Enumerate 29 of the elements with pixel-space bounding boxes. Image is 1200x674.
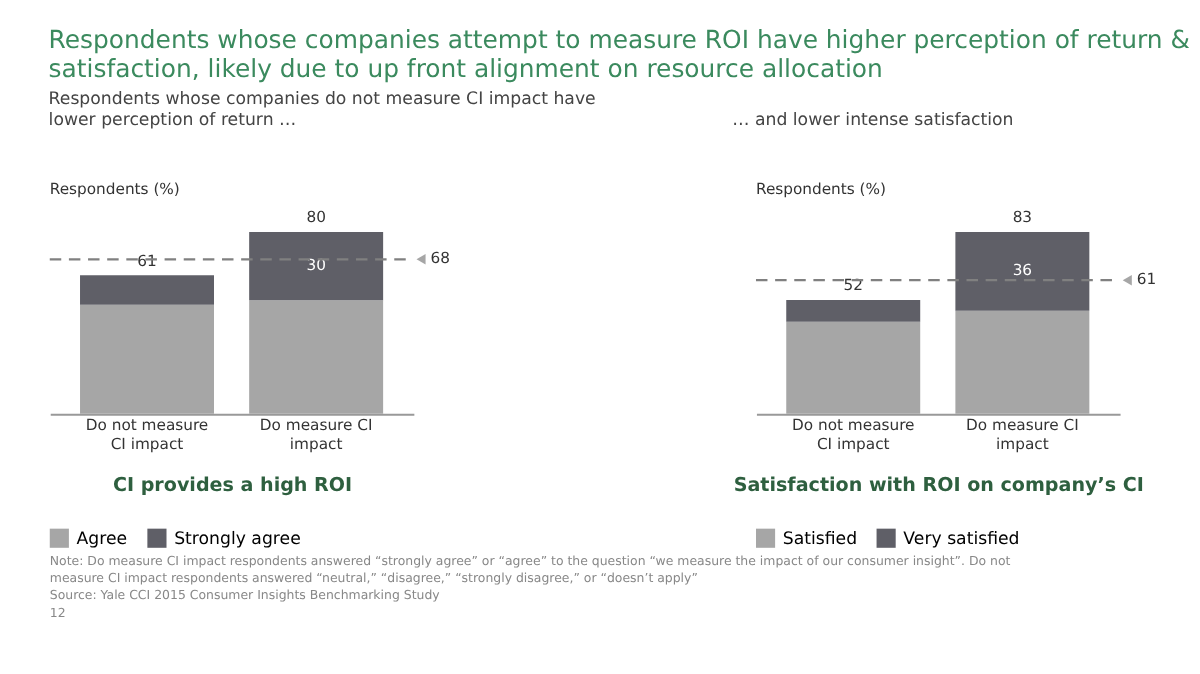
bar [249,300,384,414]
chart-subtitle: … and lower intense satisfaction [732,110,1014,131]
data-label: 36 [1012,261,1033,280]
total-label: 83 [1012,208,1033,227]
bar [80,304,214,414]
total-label: 80 [306,208,327,227]
x-tick-label: Do measure CI impact [966,416,1079,454]
chart-subtitle: Respondents whose companies do not measure CI impact have lower perception of return … [48,89,596,131]
legend-label: Strongly agree [174,529,301,550]
y-axis-title: Respondents (%) [49,179,180,198]
bar [249,232,384,301]
x-tick-label: Do not measure CI impact [85,416,209,454]
legend-label: Satisfied [782,529,858,550]
bar [955,232,1090,311]
x-axis-title: CI provides a high ROI [112,475,353,498]
x-tick-label: Do not measure CI impact [791,416,916,454]
total-label: 61 [137,251,157,270]
legend-label: Very satisfied [903,529,1020,550]
x-tick-label: Do measure CI impact [259,416,373,454]
y-axis-title: Respondents (%) [755,179,887,198]
ref-line-label: 61 [1136,270,1157,289]
bar [786,299,921,322]
bar [786,321,921,414]
x-axis-title: Satisfaction with ROI on company’s CI [733,475,1144,498]
ref-line-label: 68 [430,249,451,268]
bar [955,310,1090,414]
legend-label: Agree [76,529,128,550]
bar [80,275,214,305]
text: Respondents whose companies attempt to measure ROI have higher perception of return & satisfaction, likely due to up front alignment on resource allocation [48,24,1191,83]
